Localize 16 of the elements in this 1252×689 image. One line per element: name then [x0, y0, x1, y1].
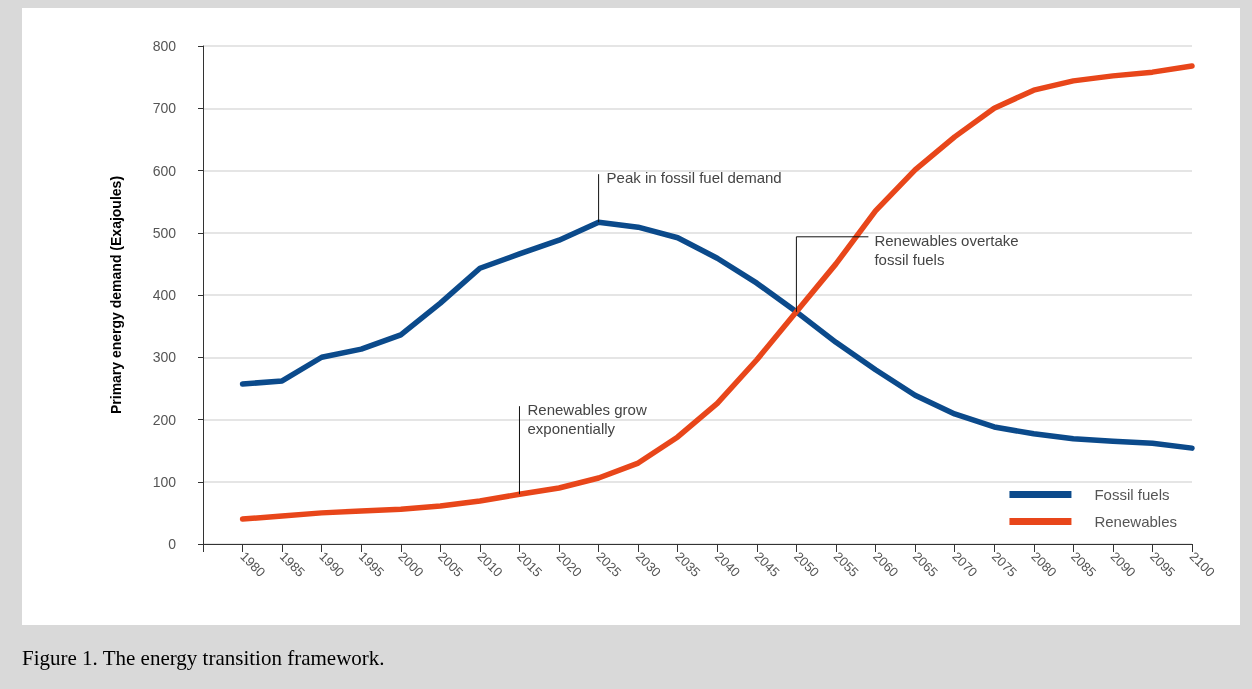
y-tick-label: 300	[152, 349, 177, 366]
legend-label: Renewables	[1094, 513, 1178, 530]
y-tick-label: 200	[152, 411, 177, 428]
y-tick-label: 600	[152, 162, 177, 179]
y-tick-label: 700	[152, 100, 177, 117]
y-axis-title: Primary energy demand (Exajoules)	[108, 175, 124, 415]
y-tick-label: 100	[152, 473, 177, 490]
annotation: Peak in fossil fuel demand	[606, 169, 782, 187]
y-tick-label: 500	[152, 224, 177, 241]
legend-label: Fossil fuels	[1094, 486, 1170, 503]
y-tick-label: 0	[168, 536, 177, 552]
annotation: Renewables grow exponentially	[527, 401, 647, 438]
caption: Figure 1. The energy transition framework.	[22, 646, 385, 671]
y-tick-label: 400	[152, 287, 177, 303]
annotation: Renewables overtake fossil fuels	[874, 231, 1019, 268]
y-tick-label: 800	[152, 38, 177, 54]
